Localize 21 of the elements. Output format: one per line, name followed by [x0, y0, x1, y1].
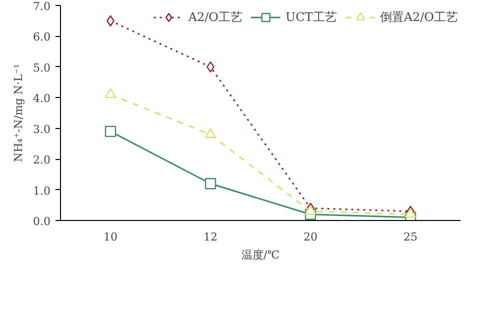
- point: [104, 88, 116, 98]
- legend-label: A2/O工艺: [188, 8, 242, 26]
- y-axis-title: NH₄⁺-N/mg N·L⁻¹: [12, 64, 26, 162]
- y-tick-label: 3.0: [33, 122, 51, 136]
- y-tick-label: 4.0: [33, 92, 51, 106]
- y-tick-label: 0.0: [33, 215, 51, 228]
- y-tick-label: 1.0: [33, 184, 51, 198]
- y-tick-label: 7.0: [33, 0, 51, 13]
- x-tick-label: 10: [104, 230, 118, 244]
- point: [204, 128, 216, 138]
- legend-label: 倒置A2/O工艺: [380, 8, 458, 26]
- x-tick-label: 25: [404, 230, 418, 244]
- point: [104, 126, 116, 138]
- x-tick-label: 20: [304, 230, 318, 244]
- y-tick-label: 6.0: [33, 30, 51, 44]
- x-tick-label: 12: [204, 230, 218, 244]
- point: [204, 178, 216, 190]
- y-tick-label: 5.0: [33, 61, 51, 74]
- legend-label: UCT工艺: [286, 8, 337, 26]
- y-tick-label: 2.0: [33, 154, 51, 167]
- x-axis-title: 温度/℃: [241, 248, 280, 262]
